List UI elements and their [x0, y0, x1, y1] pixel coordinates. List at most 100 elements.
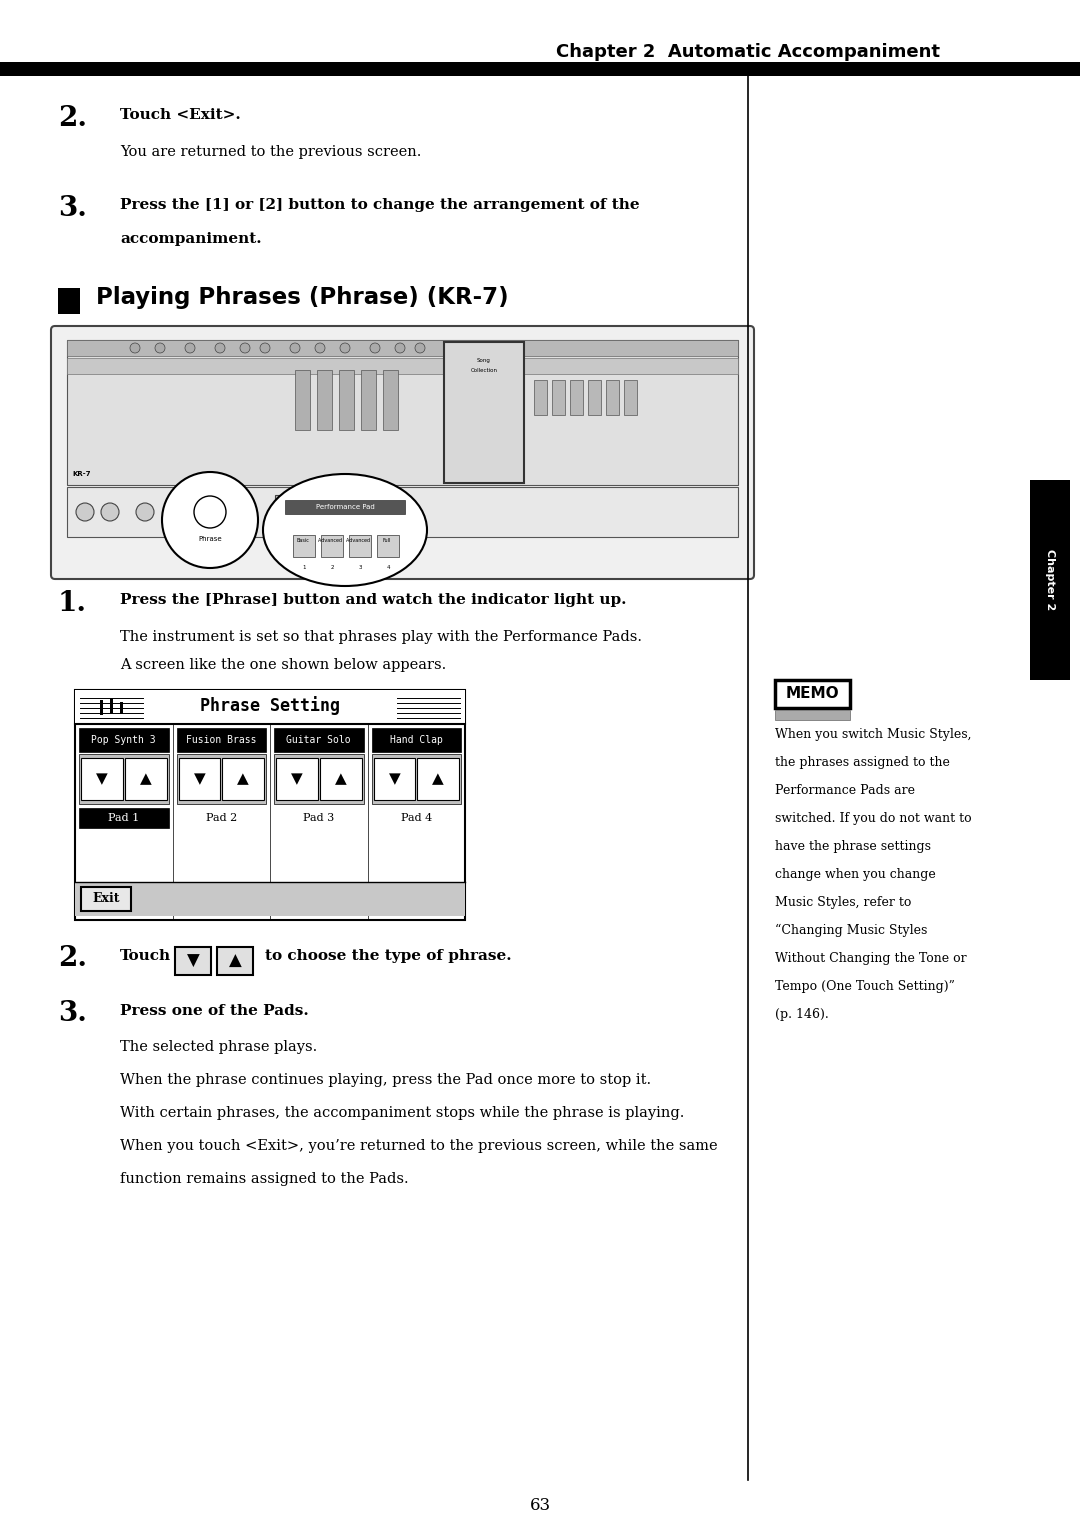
- Text: ▼: ▼: [187, 952, 200, 970]
- Text: 1: 1: [302, 565, 306, 570]
- FancyBboxPatch shape: [51, 325, 754, 579]
- Circle shape: [395, 342, 405, 353]
- Bar: [176, 753, 266, 804]
- Circle shape: [260, 342, 270, 353]
- Bar: [570, 380, 583, 416]
- Circle shape: [76, 503, 94, 521]
- Text: 2.: 2.: [58, 105, 87, 131]
- Bar: [276, 758, 318, 801]
- Text: Pad 3: Pad 3: [303, 813, 335, 824]
- Bar: [339, 370, 354, 429]
- Text: The instrument is set so that phrases play with the Performance Pads.: The instrument is set so that phrases pl…: [120, 630, 642, 643]
- Ellipse shape: [264, 474, 427, 587]
- Text: ▼: ▼: [193, 772, 205, 787]
- Text: Touch <Exit>.: Touch <Exit>.: [120, 108, 241, 122]
- Text: Phrase Setting: Phrase Setting: [200, 695, 340, 715]
- Text: Song: Song: [477, 358, 491, 364]
- Bar: [67, 341, 738, 484]
- Text: Chapter 2: Chapter 2: [1045, 550, 1055, 611]
- Text: the phrases assigned to the: the phrases assigned to the: [775, 756, 950, 769]
- Text: Phrase: Phrase: [199, 536, 221, 542]
- Bar: [75, 691, 465, 920]
- Bar: [318, 370, 332, 429]
- Text: You are returned to the previous screen.: You are returned to the previous screen.: [120, 145, 421, 159]
- Text: Pad 2: Pad 2: [205, 813, 237, 824]
- Bar: [372, 727, 461, 752]
- Text: ▼: ▼: [291, 772, 302, 787]
- Bar: [178, 758, 220, 801]
- Text: Music Styles, refer to: Music Styles, refer to: [775, 895, 912, 909]
- Circle shape: [130, 342, 140, 353]
- Bar: [67, 341, 738, 356]
- Circle shape: [162, 472, 258, 568]
- Text: ▲: ▲: [335, 772, 347, 787]
- Text: When you touch <Exit>, you’re returned to the previous screen, while the same: When you touch <Exit>, you’re returned t…: [120, 1138, 717, 1154]
- Text: 3.: 3.: [58, 999, 86, 1027]
- Bar: [320, 758, 362, 801]
- Circle shape: [370, 342, 380, 353]
- Circle shape: [136, 503, 154, 521]
- Text: to choose the type of phrase.: to choose the type of phrase.: [265, 949, 512, 963]
- Bar: [222, 758, 264, 801]
- Bar: [274, 753, 364, 804]
- Circle shape: [215, 342, 225, 353]
- Bar: [1030, 480, 1070, 680]
- Bar: [444, 342, 524, 483]
- Bar: [372, 753, 461, 804]
- Bar: [375, 495, 395, 526]
- Text: 3: 3: [359, 565, 362, 570]
- Bar: [417, 758, 459, 801]
- Bar: [275, 495, 295, 526]
- Text: switched. If you do not want to: switched. If you do not want to: [775, 811, 972, 825]
- Bar: [361, 370, 376, 429]
- Bar: [176, 727, 266, 752]
- Text: ▲: ▲: [229, 952, 241, 970]
- Text: Advanced: Advanced: [347, 538, 372, 542]
- Circle shape: [194, 497, 226, 529]
- Bar: [67, 358, 738, 374]
- Text: Touch: Touch: [120, 949, 171, 963]
- Bar: [775, 711, 850, 720]
- Bar: [374, 758, 415, 801]
- Text: Collection: Collection: [471, 368, 498, 373]
- Circle shape: [315, 342, 325, 353]
- Bar: [321, 535, 343, 558]
- Circle shape: [340, 342, 350, 353]
- Text: Hand Clap: Hand Clap: [390, 735, 443, 746]
- Text: 63: 63: [529, 1496, 551, 1514]
- Text: ▲: ▲: [432, 772, 444, 787]
- Bar: [0, 63, 1080, 76]
- Text: Fusion Brass: Fusion Brass: [186, 735, 257, 746]
- Bar: [217, 947, 253, 975]
- Circle shape: [415, 342, 426, 353]
- Bar: [79, 753, 168, 804]
- Text: When you switch Music Styles,: When you switch Music Styles,: [775, 727, 972, 741]
- Text: Guitar Solo: Guitar Solo: [286, 735, 351, 746]
- Text: ▼: ▼: [96, 772, 108, 787]
- Text: function remains assigned to the Pads.: function remains assigned to the Pads.: [120, 1172, 408, 1186]
- Bar: [81, 758, 123, 801]
- Text: Press the [1] or [2] button to change the arrangement of the: Press the [1] or [2] button to change th…: [120, 199, 639, 212]
- Bar: [293, 535, 315, 558]
- Bar: [75, 691, 465, 724]
- Text: Advanced: Advanced: [319, 538, 343, 542]
- Circle shape: [185, 342, 195, 353]
- Text: Press the [Phrase] button and watch the indicator light up.: Press the [Phrase] button and watch the …: [120, 593, 626, 607]
- Text: Playing Phrases (Phrase) (KR-7): Playing Phrases (Phrase) (KR-7): [87, 286, 509, 309]
- Bar: [285, 500, 405, 513]
- Text: KR-7: KR-7: [72, 471, 91, 477]
- Bar: [534, 380, 546, 416]
- Text: ▲: ▲: [238, 772, 249, 787]
- Text: Pad 4: Pad 4: [401, 813, 432, 824]
- Bar: [606, 380, 619, 416]
- Bar: [775, 680, 850, 707]
- Text: have the phrase settings: have the phrase settings: [775, 840, 931, 853]
- Text: accompaniment.: accompaniment.: [120, 232, 261, 246]
- Text: 1.: 1.: [58, 590, 87, 617]
- Text: Performance Pads are: Performance Pads are: [775, 784, 915, 798]
- Bar: [125, 758, 166, 801]
- Bar: [75, 882, 465, 915]
- Text: With certain phrases, the accompaniment stops while the phrase is playing.: With certain phrases, the accompaniment …: [120, 1106, 685, 1120]
- Text: A screen like the one shown below appears.: A screen like the one shown below appear…: [120, 659, 446, 672]
- Text: Basic: Basic: [297, 538, 310, 542]
